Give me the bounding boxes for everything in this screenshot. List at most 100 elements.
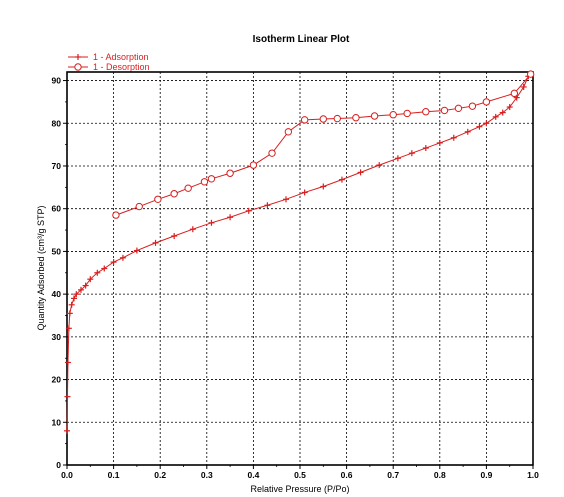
- y-axis-ticks: 0 10 20 30 40 50 60 70 80 90: [52, 76, 67, 470]
- data-point: [319, 115, 327, 123]
- data-point: [333, 114, 341, 123]
- series-line: [66, 76, 529, 431]
- chart-title: Isotherm Linear Plot: [253, 34, 350, 45]
- data-point: [110, 259, 117, 266]
- x-tick-label: 0.9: [480, 470, 492, 480]
- x-tick-label: 0.3: [201, 470, 213, 480]
- data-point: [119, 254, 126, 261]
- y-tick-label: 30: [52, 332, 62, 342]
- data-point: [249, 161, 258, 169]
- data-point: [101, 265, 108, 272]
- data-point: [468, 102, 477, 110]
- x-tick-label: 0.1: [108, 470, 120, 480]
- grid: [67, 72, 533, 465]
- data-point: [189, 226, 196, 233]
- data-point: [352, 114, 360, 122]
- data-point: [283, 196, 290, 203]
- x-tick-label: 1.0: [527, 470, 539, 480]
- data-point: [357, 169, 364, 176]
- x-axis-ticks: 0.0 0.1 0.2 0.3 0.4 0.5 0.6 0.7 0.8 0.9 1.0: [61, 465, 539, 480]
- y-tick-label: 0: [56, 460, 61, 470]
- data-point: [483, 120, 490, 127]
- series-adsorption: [64, 73, 532, 434]
- data-point: [94, 269, 101, 276]
- data-point: [171, 233, 178, 240]
- data-point: [207, 175, 216, 183]
- data-point: [82, 282, 89, 289]
- data-point: [482, 98, 491, 106]
- y-tick-label: 40: [52, 289, 62, 299]
- data-point: [133, 247, 140, 254]
- data-point: [510, 89, 519, 98]
- x-axis-label: Relative Pressure (P/Po): [250, 484, 349, 494]
- y-tick-label: 70: [52, 161, 62, 171]
- y-tick-label: 80: [52, 118, 62, 128]
- data-point: [476, 123, 483, 130]
- data-point: [450, 134, 457, 141]
- data-point: [526, 70, 535, 78]
- data-point: [492, 113, 499, 120]
- data-point: [301, 189, 308, 196]
- data-point: [184, 184, 192, 192]
- legend-item: 1 - Desorption: [68, 62, 150, 72]
- series-desorption: [112, 70, 535, 219]
- data-point: [87, 276, 94, 283]
- data-point: [454, 104, 463, 113]
- data-point: [422, 108, 430, 116]
- data-point: [268, 149, 276, 157]
- data-point: [245, 207, 252, 214]
- data-point: [464, 128, 471, 135]
- x-tick-label: 0.8: [434, 470, 446, 480]
- data-point: [338, 176, 345, 183]
- legend-marker: [75, 54, 81, 60]
- data-point: [403, 109, 411, 118]
- y-axis-label: Quantity Adsorbed (cm³/g STP): [36, 205, 46, 330]
- x-tick-label: 0.2: [154, 470, 166, 480]
- data-point: [300, 116, 309, 124]
- data-point: [226, 169, 234, 177]
- data-point: [520, 83, 527, 90]
- data-point: [154, 195, 162, 203]
- legend-item: 1 - Adsorption: [68, 52, 149, 62]
- data-point: [170, 190, 178, 198]
- data-point: [264, 202, 271, 209]
- data-point: [64, 359, 71, 366]
- y-tick-label: 90: [52, 76, 62, 86]
- data-point: [208, 219, 215, 226]
- y-tick-label: 20: [52, 375, 62, 385]
- data-point: [70, 295, 77, 302]
- data-point: [77, 286, 84, 293]
- data-point: [66, 310, 73, 317]
- legend-label: 1 - Adsorption: [93, 52, 149, 62]
- x-tick-label: 0.4: [247, 470, 259, 480]
- data-point: [389, 111, 397, 119]
- series-layer: [64, 70, 535, 434]
- data-point: [320, 183, 327, 190]
- data-point: [370, 112, 379, 120]
- data-point: [64, 393, 71, 400]
- x-tick-label: 0.6: [341, 470, 353, 480]
- x-tick-label: 0.0: [61, 470, 73, 480]
- plot-area: [64, 70, 535, 466]
- data-point: [135, 202, 143, 211]
- legend-marker: [74, 63, 82, 71]
- data-point: [200, 178, 209, 186]
- data-point: [284, 128, 293, 136]
- data-point: [408, 150, 415, 157]
- x-tick-label: 0.5: [294, 470, 306, 480]
- data-point: [73, 291, 80, 298]
- data-point: [376, 162, 383, 169]
- series-line: [115, 73, 532, 216]
- data-point: [499, 109, 506, 116]
- data-point: [506, 104, 513, 111]
- data-point: [227, 214, 234, 221]
- legend-label: 1 - Desorption: [93, 62, 150, 72]
- data-point: [152, 239, 159, 246]
- data-point: [112, 211, 120, 219]
- x-tick-label: 0.7: [387, 470, 399, 480]
- data-point: [65, 325, 72, 332]
- data-point: [64, 427, 70, 434]
- y-tick-label: 60: [52, 204, 62, 214]
